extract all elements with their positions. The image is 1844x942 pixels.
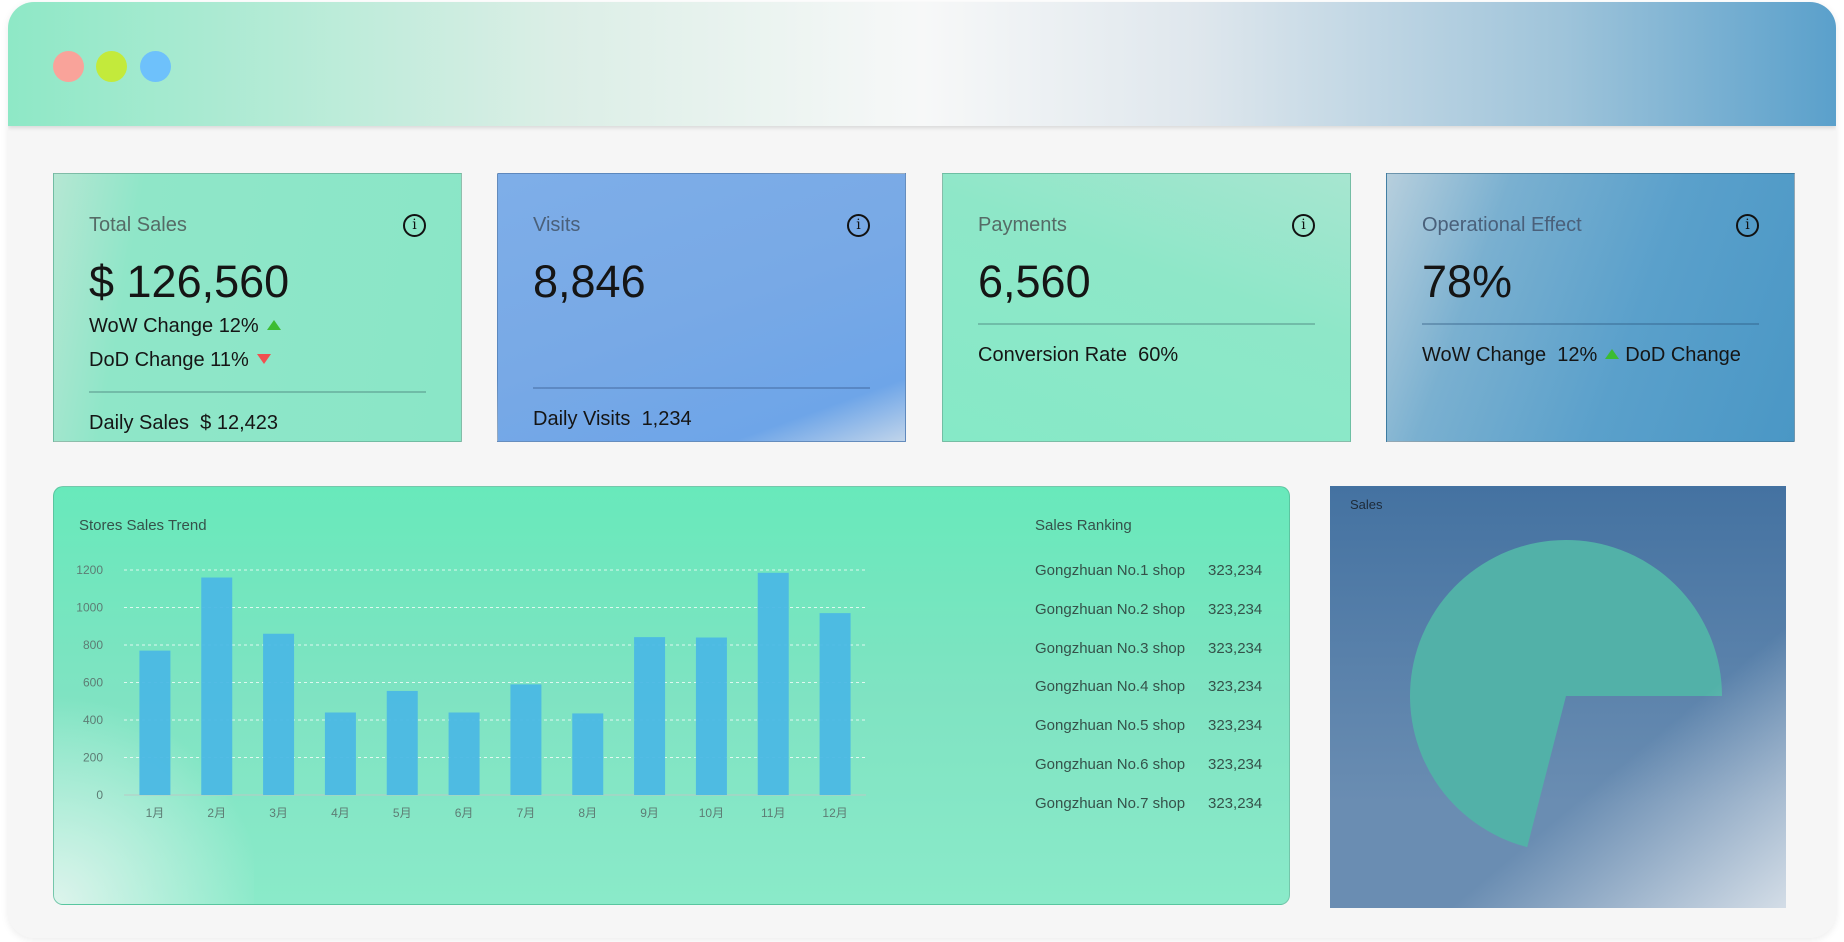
divider [89,391,426,393]
card-visits: Visits i 8,846 Daily Visits 1,234 [497,173,906,442]
close-button[interactable] [53,51,84,82]
dod-label: DoD Change [1625,344,1741,366]
ranking-item-name: Gongzhuan No.4 shop [1035,678,1186,696]
ranking-item-value: 323,234 [1208,717,1263,735]
divider [978,323,1315,325]
x-tick-label: 7月 [517,806,536,820]
card-total-sales: Total Sales i $ 126,560 WoW Change 12% D… [53,173,462,442]
bar-7 [510,684,542,795]
bar-1 [139,650,171,795]
up-arrow-icon [266,320,281,330]
operational-changes: WoW Change 12% DoD Change [1422,344,1741,367]
bar-9 [634,637,666,795]
payments-value: 6,560 [978,256,1091,307]
info-icon[interactable]: i [1292,214,1315,237]
y-tick-label: 1200 [76,563,103,577]
ranking-item-value: 323,234 [1208,639,1263,657]
total-sales-value: $ 126,560 [89,256,290,307]
bar-11 [757,572,789,795]
operational-effect-value: 78% [1422,256,1513,307]
ranking-item-value: 323,234 [1208,794,1263,812]
ranking-item-value: 323,234 [1208,562,1263,579]
y-tick-label: 1000 [76,601,103,615]
bar-10 [695,637,727,795]
x-tick-label: 3月 [269,806,288,820]
card-title: Operational Effect [1422,214,1582,236]
y-tick-label: 0 [96,788,103,802]
dod-text: DoD Change 11% [89,349,249,371]
x-tick-label: 11月 [761,806,785,820]
card-operational-effect: Operational Effect i 78% WoW Change 12% D… [1386,173,1795,442]
ranking-item-name: Gongzhuan No.5 shop [1035,717,1186,735]
bar-3 [263,633,295,795]
x-tick-label: 6月 [455,806,474,820]
x-tick-label: 10月 [699,806,724,820]
bar-12 [819,613,851,795]
x-tick-label: 8月 [578,806,597,820]
bar-2 [201,577,233,795]
x-tick-label: 4月 [331,806,350,820]
bar-chart: 0 200 400 600 800 1000 1200 1月 2月 3月 4月 5月 6月 7月 8月 9月 1… [76,563,866,820]
down-arrow-icon [256,354,271,364]
pie-slice[interactable] [1410,540,1722,848]
pie-title: Sales [1350,497,1383,512]
daily-sales: Daily Sales $ 12,423 [89,412,278,435]
title-bar [8,2,1836,126]
y-tick-label: 600 [83,676,103,690]
minimize-button[interactable] [96,51,127,82]
card-title: Visits [533,214,581,236]
card-payments: Payments i 6,560 Conversion Rate 60% [942,173,1351,442]
daily-sales-label: Daily Sales [89,412,190,434]
ranking-item-name: Gongzhuan No.1 shop [1035,562,1186,579]
bar-4 [324,712,356,795]
daily-sales-value: $ 12,423 [200,412,279,434]
bar-8 [572,713,604,795]
ranking-item-value: 323,234 [1208,600,1263,618]
up-arrow-icon [1605,349,1620,359]
conversion-rate-label: Conversion Rate [978,344,1127,366]
daily-visits: Daily Visits 1,234 [533,408,692,431]
daily-visits-label: Daily Visits [533,408,631,430]
x-tick-label: 1月 [146,806,165,820]
y-tick-label: 200 [83,751,103,765]
ranking-item-name: Gongzhuan No.2 shop [1035,600,1186,618]
bar-5 [386,690,418,795]
daily-visits-value: 1,234 [641,408,692,430]
card-title: Total Sales [89,214,187,236]
visits-value: 8,846 [533,256,646,307]
info-icon[interactable]: i [1736,214,1759,237]
app-window: Total Sales i $ 126,560 WoW Change 12% D… [8,2,1836,938]
x-tick-label: 2月 [207,806,226,820]
ranking-item-value: 323,234 [1208,756,1263,773]
conversion-rate: Conversion Rate 60% [978,344,1178,367]
wow-change: WoW Change 12% [89,315,281,338]
maximize-button[interactable] [140,51,171,82]
x-tick-label: 9月 [640,806,659,820]
divider [1422,323,1759,325]
bar-6 [448,712,480,795]
sales-trend-panel: Stores Sales Trend 0 200 400 600 800 1000 1200… [53,486,1290,905]
wow-label: WoW Change [1422,344,1547,366]
info-icon[interactable]: i [403,214,426,237]
wow-value: 12% [1557,344,1598,366]
ranking-item-name: Gongzhuan No.6 shop [1035,756,1186,773]
x-tick-label: 5月 [393,806,412,820]
info-icon[interactable]: i [847,214,870,237]
ranking-title: Sales Ranking [1035,517,1132,534]
card-title: Payments [978,214,1067,236]
conversion-rate-value: 60% [1138,344,1179,366]
dod-change: DoD Change 11% [89,349,271,372]
ranking-item-name: Gongzhuan No.7 shop [1035,794,1186,812]
ranking-item-value: 323,234 [1208,678,1263,696]
chart-title: Stores Sales Trend [79,517,207,534]
y-tick-label: 400 [83,713,103,727]
y-tick-label: 800 [83,638,103,652]
x-tick-label: 12月 [822,806,847,820]
sales-pie-panel: Sales [1330,486,1786,908]
pie-chart [1410,540,1722,848]
divider [533,387,870,389]
ranking-item-name: Gongzhuan No.3 shop [1035,639,1186,657]
wow-text: WoW Change 12% [89,315,259,337]
